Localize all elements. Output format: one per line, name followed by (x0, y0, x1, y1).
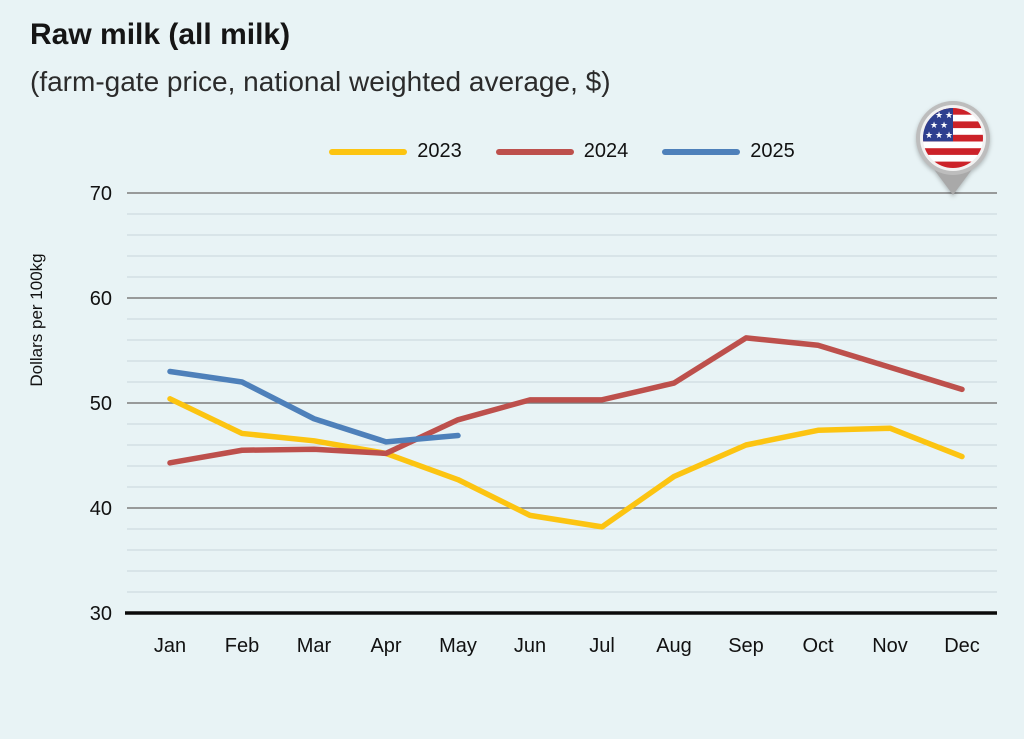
y-tick-label: 30 (90, 603, 112, 625)
legend: 2023 2024 2025 (127, 140, 997, 163)
svg-text:★: ★ (945, 110, 953, 120)
svg-text:★: ★ (930, 120, 938, 130)
legend-swatch-2025 (662, 148, 741, 155)
x-tick-label: Nov (872, 635, 908, 657)
x-tick-label: May (439, 635, 477, 657)
legend-item-2025: 2025 (662, 140, 795, 163)
page-title: Raw milk (all milk) (30, 18, 291, 51)
x-tick-label: Apr (370, 635, 401, 657)
legend-label-2023: 2023 (417, 140, 462, 162)
svg-text:★: ★ (935, 110, 943, 120)
page-subtitle: (farm-gate price, national weighted aver… (30, 66, 611, 97)
legend-swatch-2023 (329, 148, 408, 155)
x-tick-label: Jun (514, 635, 546, 657)
y-tick-label: 40 (90, 498, 112, 520)
legend-item-2024: 2024 (495, 140, 629, 163)
x-tick-label: Aug (656, 635, 692, 657)
legend-swatch-2024 (495, 148, 574, 155)
series-line-2025 (167, 368, 461, 445)
svg-text:★: ★ (945, 130, 953, 140)
x-tick-label: Sep (728, 635, 764, 657)
series-line-2024 (167, 335, 965, 466)
legend-item-2023: 2023 (329, 140, 462, 163)
y-tick-label: 50 (90, 393, 112, 415)
x-tick-label: Dec (944, 635, 980, 657)
svg-text:★: ★ (940, 120, 948, 130)
legend-label-2025: 2025 (750, 140, 795, 162)
x-tick-label: Oct (802, 635, 834, 657)
x-tick-label: Jan (154, 635, 186, 657)
us-flag-pin-icon: ★★★ ★★ ★★★ (916, 101, 990, 195)
series-line-2023 (167, 396, 965, 530)
us-flag: ★★★ ★★ ★★★ (923, 108, 983, 168)
svg-text:★: ★ (935, 130, 943, 140)
svg-text:★: ★ (925, 130, 933, 140)
x-tick-label: Mar (297, 635, 332, 657)
legend-label-2024: 2024 (583, 140, 629, 162)
y-tick-label: 60 (90, 288, 112, 310)
x-tick-label: Jul (589, 635, 615, 657)
x-tick-label: Feb (225, 635, 259, 657)
y-tick-label: 70 (90, 183, 112, 205)
